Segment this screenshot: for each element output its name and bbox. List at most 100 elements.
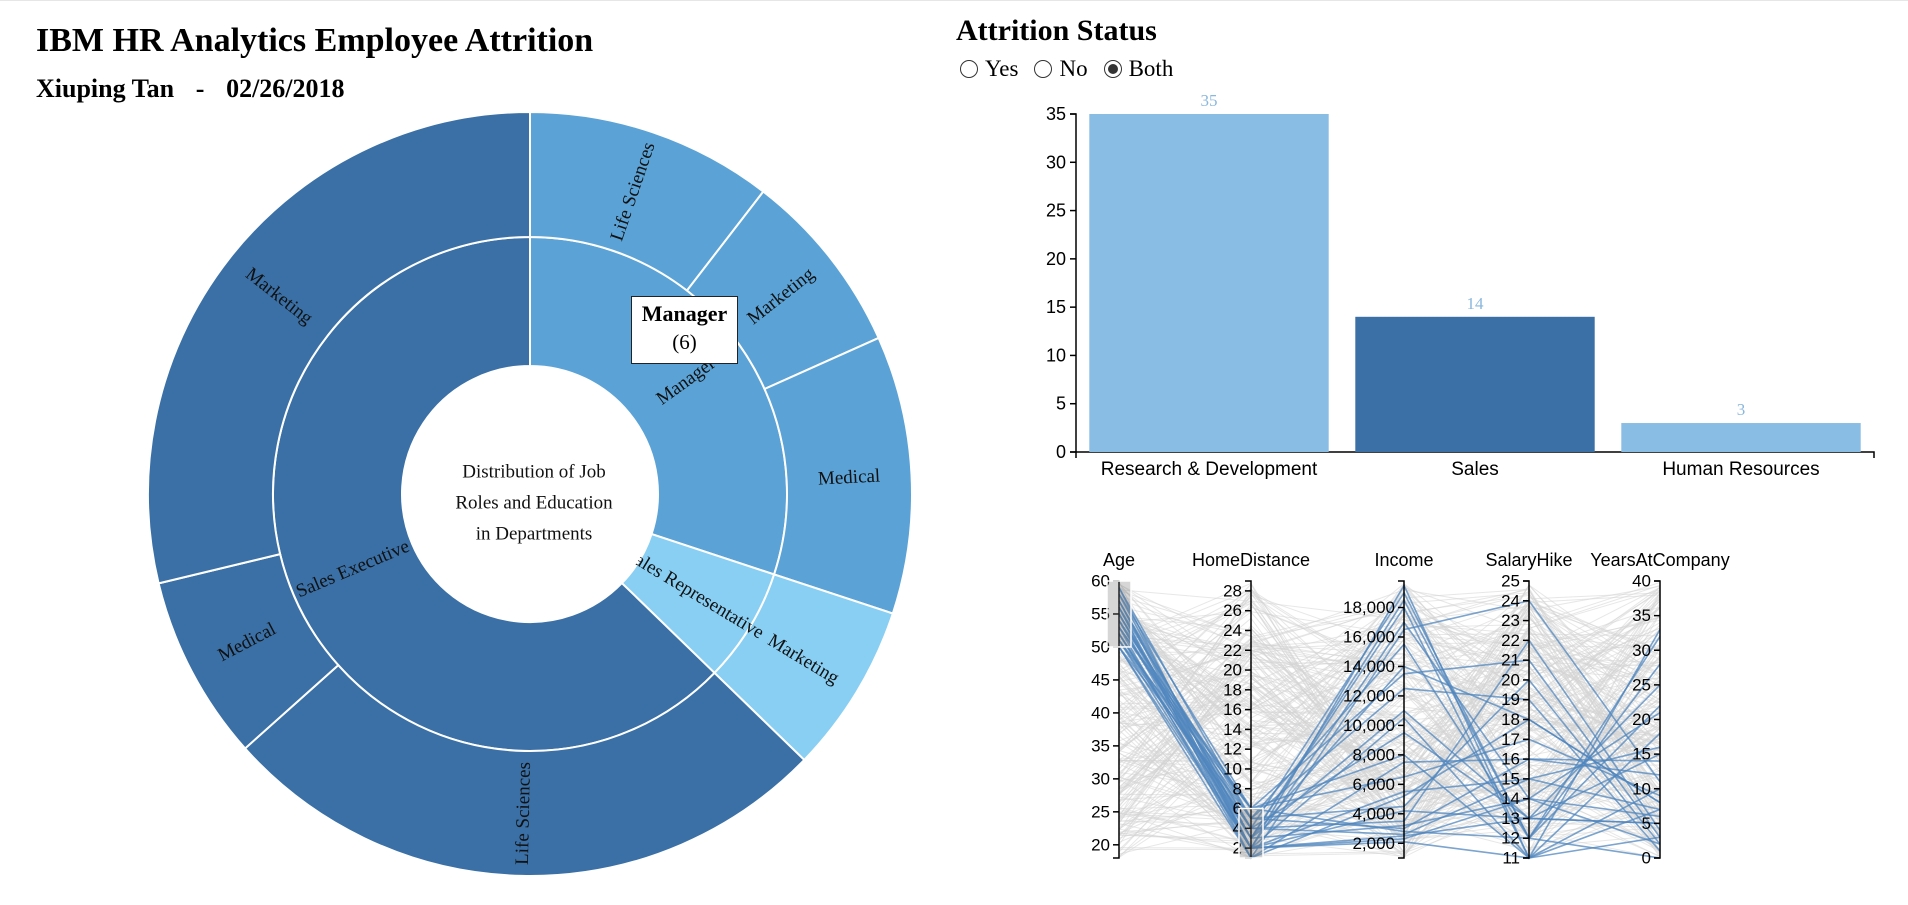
pc-tick-label: 17: [1501, 730, 1520, 749]
pc-axis-line: [1398, 580, 1405, 859]
attrition-status-title: Attrition Status: [956, 14, 1157, 47]
pc-axis-income[interactable]: 2,000 4,000 6,000 8,000 10,000 12,000 14,000 16…: [1343, 550, 1434, 859]
pc-tick-label: 14: [1501, 789, 1520, 808]
sunburst-edu-label-manager-medical: Medical: [817, 466, 880, 490]
pc-tick-label: 18,000: [1343, 598, 1395, 617]
pc-tick-label: 11: [1502, 849, 1520, 868]
pc-tick-label: 20: [1223, 661, 1242, 680]
bar-human-resources[interactable]: [1621, 423, 1861, 452]
sunburst-center-label-1: Roles and Education: [455, 493, 613, 514]
pc-tick-label: 25: [1091, 802, 1110, 821]
pc-tick-label: 14: [1223, 720, 1242, 739]
radio-no-circle[interactable]: [1034, 60, 1053, 78]
bar-value-label-sales: 14: [1467, 294, 1485, 313]
pc-tick-label: 16,000: [1343, 627, 1395, 646]
pc-tick-label: 10: [1223, 759, 1242, 778]
bar-y-tick-label: 35: [1046, 104, 1066, 124]
radio-yes-label: Yes: [985, 56, 1019, 81]
pc-tick-label: 16: [1501, 750, 1520, 769]
pc-tick-label: 8,000: [1352, 745, 1395, 764]
attrition-radio-group: Yes No Both: [960, 56, 1173, 82]
bar-y-axis: [1070, 113, 1077, 453]
pc-tick-label: 20: [1091, 835, 1110, 854]
pc-tick-label: 15: [1501, 769, 1520, 788]
pc-tick-label: 15: [1632, 745, 1651, 764]
sunburst-center-label-2: in Departments: [476, 524, 593, 545]
pc-tick-label: 2,000: [1352, 834, 1395, 853]
radio-yes[interactable]: Yes: [960, 56, 1018, 82]
pc-tick-label: 24: [1223, 621, 1242, 640]
bar-y-tick-label: 5: [1056, 394, 1066, 414]
pc-tick-label: 14,000: [1343, 657, 1395, 676]
bar-sales[interactable]: [1355, 316, 1595, 452]
pc-tick-label: 60: [1091, 572, 1110, 591]
bar-value-label-human-resources: 3: [1737, 400, 1746, 419]
pc-axis-title-age: Age: [1103, 550, 1135, 570]
page-title: IBM HR Analytics Employee Attrition: [36, 22, 594, 59]
pc-tick-label: 21: [1501, 651, 1520, 670]
bar-y-tick-label: 15: [1046, 297, 1066, 317]
department-bar-chart: 0 5 10 15 20 25 30 35 35 Research & Development 14…: [1046, 91, 1875, 480]
pc-tick-label: 4,000: [1352, 804, 1395, 823]
radio-both[interactable]: Both: [1103, 56, 1174, 82]
pc-tick-label: 28: [1223, 581, 1242, 600]
pc-brush-homedistance[interactable]: [1238, 807, 1264, 859]
pc-tick-label: 18: [1501, 710, 1520, 729]
pc-tick-label: 20: [1632, 710, 1651, 729]
radio-both-label: Both: [1128, 56, 1174, 81]
bar-y-tick-label: 0: [1056, 442, 1066, 462]
pc-tick-label: 5: [1642, 814, 1651, 833]
tooltip-name: Manager: [641, 301, 728, 326]
sunburst-edu-sales-executive-marketing[interactable]: [147, 110, 531, 585]
bar-y-tick-label: 25: [1046, 201, 1066, 221]
report-date: 02/26/2018: [226, 74, 345, 103]
sunburst-center: [403, 367, 657, 621]
pc-tick-label: 45: [1091, 670, 1110, 689]
tooltip-count: (6): [672, 330, 697, 354]
bar-y-tick-label: 30: [1046, 152, 1066, 172]
author-name: Xiuping Tan: [36, 74, 175, 103]
pc-tick-label: 30: [1091, 769, 1110, 788]
sunburst-tooltip: Manager (6): [631, 296, 738, 364]
pc-axis-yearsatcompany[interactable]: 0 5 10 15 20 25 30 35 40 YearsAtCompany: [1590, 550, 1729, 868]
sunburst-edu-sales-executive-life-sciences[interactable]: [243, 663, 806, 877]
pc-axis-title-salaryhike: SalaryHike: [1485, 550, 1572, 570]
pc-tick-label: 4: [1233, 819, 1242, 838]
pc-tick-label: 35: [1091, 736, 1110, 755]
pc-tick-label: 12: [1223, 740, 1242, 759]
pc-tick-label: 22: [1501, 631, 1520, 650]
subtitle-separator: -: [195, 74, 205, 103]
pc-tick-label: 10,000: [1343, 716, 1395, 735]
pc-tick-label: 8: [1233, 779, 1242, 798]
bar-category-label-research-development: Research & Development: [1101, 459, 1318, 480]
bar-x-axis: [1075, 451, 1875, 458]
pc-tick-label: 6: [1233, 799, 1242, 818]
bar-category-label-sales: Sales: [1451, 459, 1499, 480]
parallel-coordinates-chart: 202530354045505560Age2468101214161820222…: [1091, 550, 1730, 868]
pc-axis-age[interactable]: 20 25 30 35 40 45 50 55 60 Age: [1091, 550, 1135, 859]
pc-tick-label: 40: [1632, 572, 1651, 591]
pc-tick-label: 26: [1223, 601, 1242, 620]
pc-brush-age[interactable]: [1106, 580, 1132, 648]
bar-value-label-research-development: 35: [1201, 91, 1218, 110]
radio-no[interactable]: No: [1034, 56, 1088, 82]
pc-tick-label: 16: [1223, 700, 1242, 719]
bar-research-development[interactable]: [1089, 114, 1329, 452]
pc-tick-label: 10: [1632, 779, 1651, 798]
pc-axis-title-income: Income: [1374, 550, 1433, 570]
radio-both-circle[interactable]: [1103, 60, 1122, 78]
pc-tick-label: 6,000: [1352, 775, 1395, 794]
pc-tick-label: 12,000: [1343, 686, 1395, 705]
pc-tick-label: 0: [1642, 849, 1651, 868]
pc-tick-label: 24: [1501, 591, 1520, 610]
pc-tick-label: 55: [1091, 604, 1110, 623]
pc-tick-label: 23: [1501, 611, 1520, 630]
radio-yes-circle[interactable]: [960, 60, 978, 78]
pc-tick-label: 50: [1091, 637, 1110, 656]
pc-tick-label: 18: [1223, 680, 1242, 699]
pc-tick-label: 25: [1501, 572, 1520, 591]
pc-tick-label: 20: [1501, 670, 1520, 689]
